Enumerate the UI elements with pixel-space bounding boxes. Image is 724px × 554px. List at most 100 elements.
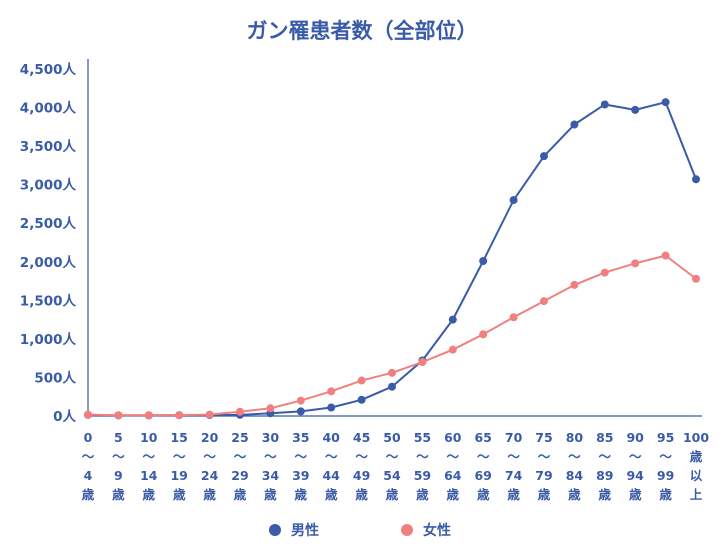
x-tick-label-line: 歳 <box>629 487 642 502</box>
x-tick-label-line: 歳 <box>507 487 520 502</box>
x-tick-label: 60 ～ 64 歳 <box>444 430 462 502</box>
x-tick-label-line: ～ <box>112 449 125 464</box>
data-point-female <box>388 368 396 377</box>
x-tick-label-line: 19 <box>170 468 187 483</box>
legend-label-female: 女性 <box>423 522 451 539</box>
x-tick-label-line: 64 <box>444 468 462 483</box>
x-tick-label-line: 90 <box>626 430 644 445</box>
x-tick-label-line: ～ <box>173 449 186 464</box>
x-tick-label-line: 55 <box>414 430 431 445</box>
x-tick-label: 15 ～ 19 歳 <box>170 430 187 502</box>
x-tick-label-line: 25 <box>231 430 248 445</box>
x-tick-label: 0 ～ 4 歳 <box>82 430 95 502</box>
x-tick-label: 95 ～ 99 歳 <box>657 430 674 502</box>
x-tick-label-line: ～ <box>295 449 308 464</box>
x-tick-label-line: 79 <box>535 468 552 483</box>
x-tick-label-line: 59 <box>414 468 431 483</box>
x-tick-label-line: 歳 <box>173 487 186 502</box>
data-point-female <box>600 268 609 277</box>
x-tick-label-line: 35 <box>292 430 309 445</box>
legend: 男性 女性 <box>269 522 451 539</box>
data-point-female <box>175 411 184 420</box>
x-tick-label-line: 54 <box>383 468 401 483</box>
x-tick-label-line: 34 <box>262 468 280 483</box>
data-point-male <box>388 382 396 391</box>
data-point-female <box>236 407 244 416</box>
x-tick-label-line: ～ <box>143 449 156 464</box>
x-tick-label-line: 49 <box>353 468 370 483</box>
x-tick-label-line: 歳 <box>690 449 703 464</box>
y-axis-ticks: 0人 500人 1,000人 1,500人 2,000人 2,500人 3,000人 3,50… <box>20 62 77 425</box>
data-point-female <box>692 274 700 283</box>
data-point-female <box>296 396 305 405</box>
x-tick-label: 100 歳以上 <box>683 430 709 502</box>
data-point-male <box>509 196 518 205</box>
data-point-female <box>114 411 123 420</box>
series-line-female <box>87 254 697 417</box>
x-tick-label-line: 70 <box>505 430 523 445</box>
x-tick-label-line: 5 <box>114 430 123 445</box>
x-tick-label-line: ～ <box>234 449 247 464</box>
x-tick-label-line: ～ <box>659 449 672 464</box>
x-tick-label-line: 歳 <box>416 487 429 502</box>
x-tick-label-line: 歳 <box>143 487 156 502</box>
x-axis-ticks: 0～4歳5～9歳10～14歳15～19歳20～24歳25～29歳30～34歳35… <box>82 430 710 502</box>
y-tick-label: 4,000人 <box>20 101 77 117</box>
y-tick-label: 2,000人 <box>20 255 77 271</box>
y-tick-label: 3,000人 <box>20 178 77 194</box>
data-point-female <box>479 330 488 339</box>
y-tick-label: 3,500人 <box>20 139 77 155</box>
x-tick-label-line: 歳 <box>659 487 672 502</box>
legend-label-male: 男性 <box>291 522 319 539</box>
x-tick-label-line: 0 <box>84 430 93 445</box>
x-tick-label-line: 歳 <box>325 487 338 502</box>
x-tick-label: 70 ～ 74 歳 <box>505 430 523 502</box>
y-tick-label: 500人 <box>34 370 76 386</box>
x-tick-label-line: 29 <box>231 468 248 483</box>
x-tick-label-line: 歳 <box>568 487 581 502</box>
x-tick-label-line: 95 <box>657 430 674 445</box>
y-tick-label: 1,000人 <box>20 332 77 348</box>
x-tick-label-line: 20 <box>201 430 219 445</box>
x-tick-label-line: 39 <box>292 468 309 483</box>
data-point-male <box>661 98 670 107</box>
x-tick-label-line: 60 <box>444 430 462 445</box>
x-tick-label-line: 以 <box>690 468 703 483</box>
x-tick-label-line: 歳 <box>234 487 247 502</box>
x-tick-label-line: 30 <box>262 430 280 445</box>
x-tick-label-line: ～ <box>477 449 490 464</box>
x-tick-label-line: 歳 <box>203 487 216 502</box>
x-tick-label: 30 ～ 34 歳 <box>262 430 280 502</box>
x-tick-label: 55 ～ 59 歳 <box>414 430 431 502</box>
y-tick-label: 2,500人 <box>20 216 77 232</box>
x-tick-label: 65 ～ 69 歳 <box>474 430 491 502</box>
x-tick-label-line: ～ <box>325 449 338 464</box>
x-tick-label-line: ～ <box>447 449 460 464</box>
x-tick-label-line: 84 <box>566 468 584 483</box>
x-tick-label-line: 94 <box>626 468 644 483</box>
series-line-male <box>87 101 697 417</box>
chart-title: ガン罹患者数（全部位） <box>247 19 478 43</box>
data-point-male <box>479 257 488 266</box>
data-point-female <box>327 387 336 396</box>
legend-marker-female <box>401 524 413 536</box>
x-tick-label-line: 24 <box>201 468 219 483</box>
x-tick-label-line: 80 <box>566 430 584 445</box>
x-tick-label-line: 歳 <box>447 487 460 502</box>
data-point-male <box>600 100 609 109</box>
x-tick-label: 35 ～ 39 歳 <box>292 430 309 502</box>
data-point-male <box>296 407 305 416</box>
data-point-male <box>570 120 579 129</box>
x-tick-label-line: 74 <box>505 468 523 483</box>
x-tick-label-line: 歳 <box>82 487 95 502</box>
x-tick-label-line: ～ <box>568 449 581 464</box>
x-tick-label-line: 歳 <box>538 487 551 502</box>
x-tick-label-line: ～ <box>629 449 642 464</box>
x-tick-label: 25 ～ 29 歳 <box>231 430 248 502</box>
x-tick-label: 10 ～ 14 歳 <box>140 430 158 502</box>
x-tick-label-line: 歳 <box>386 487 399 502</box>
data-point-male <box>631 105 640 114</box>
x-tick-label-line: 歳 <box>295 487 308 502</box>
data-point-female <box>509 313 518 322</box>
